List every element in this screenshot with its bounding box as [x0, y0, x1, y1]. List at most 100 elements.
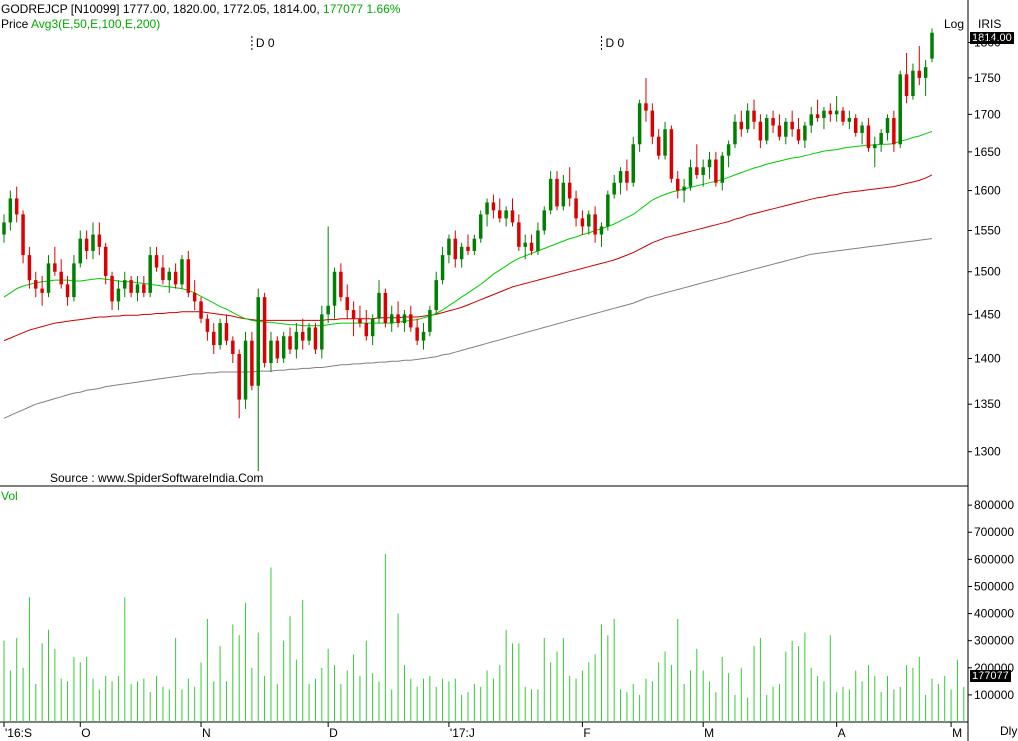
- price-tick-label: 1300: [974, 445, 1001, 459]
- candle-body: [574, 198, 578, 219]
- candle-body: [383, 292, 388, 324]
- candle-body: [351, 310, 356, 319]
- candle-body: [161, 267, 165, 281]
- candle-body: [688, 167, 693, 187]
- candle-body: [231, 340, 235, 355]
- candle-body: [135, 284, 140, 293]
- price-tick-label: 1650: [974, 145, 1001, 159]
- candle-body: [370, 318, 375, 337]
- candle-body: [879, 132, 883, 145]
- price-tick-label: 1600: [974, 184, 1001, 198]
- candle-body: [676, 178, 680, 191]
- candle-body: [758, 121, 763, 141]
- log-scale-toggle[interactable]: Log: [944, 17, 965, 31]
- last-price-box: 1814.00: [970, 32, 1014, 44]
- candle-body: [320, 314, 324, 350]
- candle-body: [243, 340, 248, 400]
- candle-body: [447, 238, 451, 256]
- candle-body: [313, 327, 318, 350]
- candle-body: [269, 340, 273, 363]
- candle-body: [339, 271, 343, 298]
- price-tick-label: 1400: [974, 351, 1001, 365]
- candle-body: [421, 331, 426, 341]
- candle-body: [21, 214, 25, 256]
- volume-tick-label: 500000: [974, 579, 1014, 593]
- candle-body: [873, 144, 877, 149]
- candle-body: [790, 121, 794, 130]
- candle-body: [745, 110, 750, 130]
- candle-body: [707, 159, 712, 168]
- candle-body: [440, 255, 445, 281]
- iris-label[interactable]: IRIS: [978, 17, 1002, 31]
- candle-body: [555, 178, 559, 207]
- x-tick-label: O: [81, 726, 90, 740]
- candle-body: [27, 255, 32, 281]
- change-percent: 1.66%: [366, 2, 401, 16]
- candle-body: [828, 110, 833, 115]
- candle-body: [911, 70, 915, 96]
- candle-body: [663, 129, 667, 156]
- candle-body: [593, 214, 597, 235]
- candle-body: [288, 336, 292, 350]
- candle-body: [637, 103, 642, 145]
- x-tick-label: D: [329, 726, 338, 740]
- candle-body: [453, 238, 458, 260]
- candle-body: [364, 323, 369, 337]
- candle-body: [472, 238, 477, 251]
- candle-body: [59, 271, 63, 285]
- candle-body: [192, 292, 197, 302]
- candle-body: [904, 74, 909, 96]
- candle-body: [84, 238, 89, 251]
- candle-body: [923, 67, 928, 78]
- price-tick-label: 1550: [974, 223, 1001, 237]
- candle-body: [822, 110, 826, 119]
- candle-body: [491, 202, 496, 211]
- candle-body: [212, 331, 216, 346]
- candle-body: [764, 118, 769, 141]
- period-label[interactable]: Dly: [1000, 724, 1018, 738]
- candle-body: [40, 288, 44, 293]
- candle-body: [561, 182, 566, 207]
- price-label: Price: [1, 17, 29, 31]
- x-tick-label: F: [583, 726, 590, 740]
- candle-body: [275, 340, 280, 359]
- candle-body: [326, 305, 330, 315]
- volume-tick-label: 700000: [974, 525, 1014, 539]
- chart-header-line1: GODREJCP [N10099] 1777.00, 1820.00, 1772…: [1, 2, 400, 16]
- candle-body: [809, 114, 813, 126]
- x-tick-label: M: [952, 726, 962, 740]
- candle-body: [714, 159, 718, 183]
- price-tick-label: 1500: [974, 265, 1001, 279]
- candle-body: [599, 226, 604, 235]
- price-tick-label: 1350: [974, 397, 1001, 411]
- source-label: Source : www.SpiderSoftwareIndia.Com: [50, 471, 264, 485]
- candle-body: [250, 340, 254, 386]
- candle-body: [478, 214, 483, 239]
- candle-body: [548, 178, 553, 211]
- candle-body: [186, 259, 191, 293]
- candle-body: [853, 118, 858, 133]
- candle-body: [2, 222, 6, 235]
- candle-body: [720, 155, 724, 183]
- candle-body: [733, 121, 737, 145]
- candle-body: [300, 331, 305, 341]
- candle-body: [466, 246, 470, 251]
- ema100-line: [3, 174, 933, 342]
- candle-body: [358, 318, 362, 324]
- candle-body: [46, 263, 51, 293]
- candle-body: [898, 74, 902, 145]
- candle-body: [154, 255, 159, 268]
- candle-body: [485, 202, 489, 215]
- candle-body: [123, 280, 127, 289]
- candle-body: [587, 214, 591, 227]
- candle-body: [377, 292, 381, 319]
- candle-body: [103, 246, 108, 276]
- ohlc-values: 1777.00, 1820.00, 1772.05, 1814.00,: [122, 2, 320, 16]
- candle-body: [504, 210, 508, 219]
- symbol-label: GODREJCP [N10099]: [1, 2, 120, 16]
- candle-body: [656, 136, 661, 156]
- candle-body: [536, 230, 540, 251]
- candle-body: [930, 32, 934, 59]
- ema200-line: [3, 238, 933, 419]
